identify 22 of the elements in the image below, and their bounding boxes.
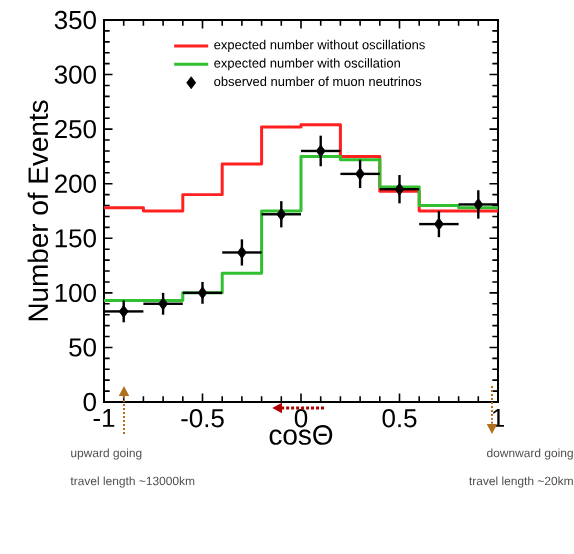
y-tick-label: 200 — [55, 174, 96, 193]
y-tick-label: 350 — [54, 10, 96, 30]
point — [237, 246, 247, 259]
y-tick-label: 50 — [69, 338, 96, 357]
x-tick-label: -1 — [93, 409, 115, 427]
x-tick-label: -0.5 — [181, 409, 224, 428]
point — [276, 207, 287, 221]
x-tick-label: 0 — [294, 409, 308, 428]
y-axis-title: Number of Events — [27, 100, 49, 321]
x-tick-label: 0.5 — [382, 409, 417, 428]
y-tick-label: 250 — [55, 119, 96, 139]
y-tick-label: 300 — [54, 65, 96, 84]
point — [394, 182, 405, 196]
point — [355, 167, 365, 181]
point — [315, 144, 326, 158]
point — [118, 305, 129, 318]
point — [434, 217, 444, 231]
y-tick-label: 100 — [55, 283, 96, 303]
y-tick-label: 0 — [83, 392, 96, 412]
point — [473, 198, 484, 211]
x-axis-title: cosΘ — [269, 425, 333, 445]
y-tick-label: 150 — [55, 229, 96, 248]
